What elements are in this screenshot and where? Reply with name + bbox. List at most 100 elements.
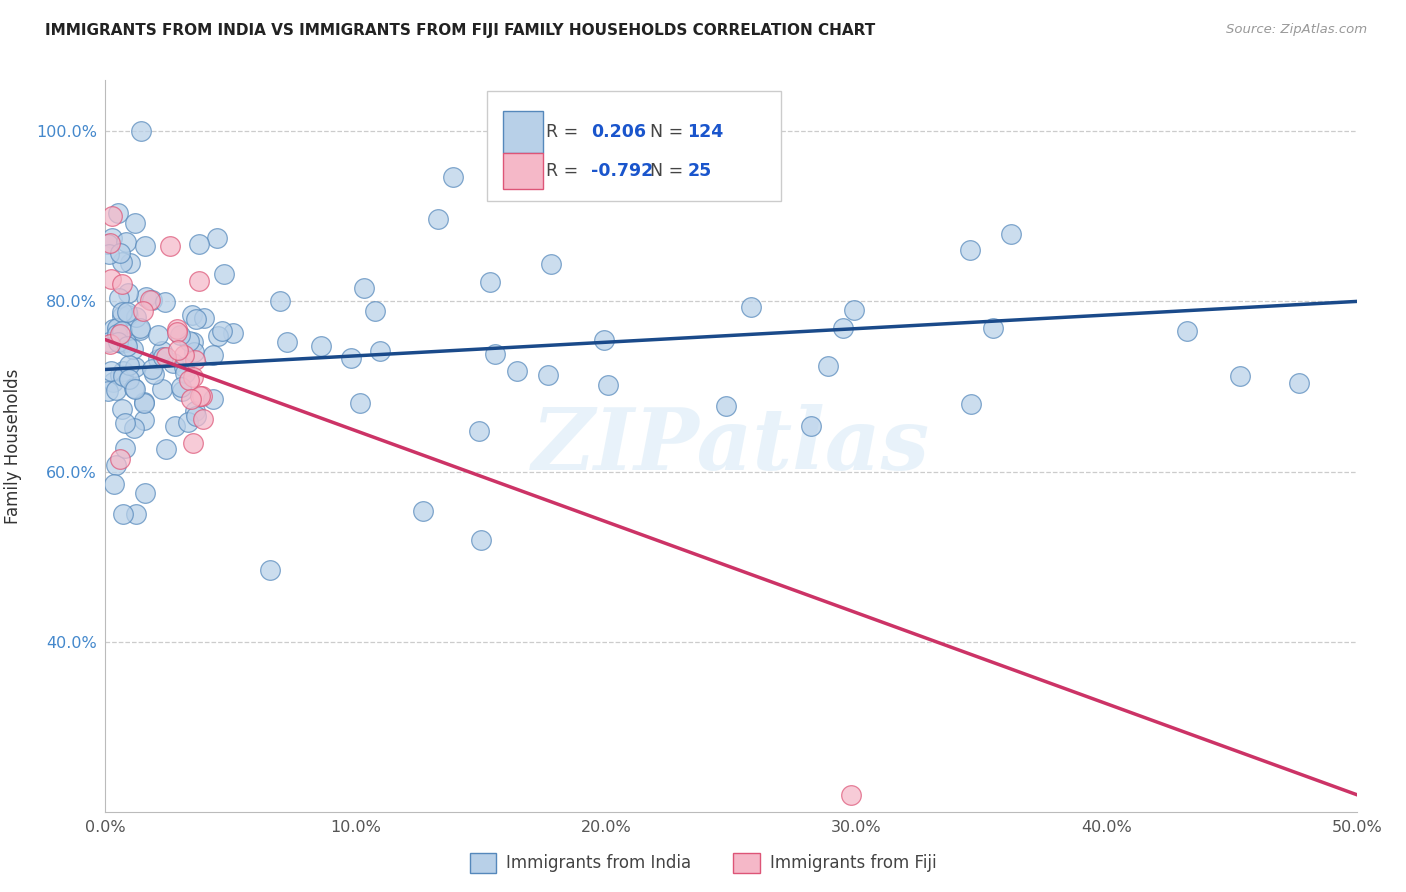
Point [155, 442, 177, 456]
Point [150, 382, 173, 396]
Point [177, 415, 200, 429]
Point [105, 326, 128, 341]
Point [98, 235, 121, 250]
Point [174, 366, 197, 380]
Point [183, 334, 205, 349]
Point [122, 342, 145, 356]
Point [191, 412, 214, 426]
Point [108, 245, 131, 260]
Point [111, 507, 134, 521]
Point [183, 353, 205, 368]
Point [166, 322, 188, 336]
Y-axis label: Family Households: Family Households [4, 368, 22, 524]
Point [152, 350, 174, 364]
Point [484, 347, 506, 361]
Point [148, 328, 170, 343]
Point [97, 384, 120, 398]
Point [134, 486, 156, 500]
Point [128, 321, 150, 335]
Text: 0.206: 0.206 [591, 123, 645, 141]
Point [479, 275, 502, 289]
Point [111, 277, 134, 291]
Point [368, 344, 391, 359]
Point [1229, 369, 1251, 384]
Point [150, 344, 173, 359]
Point [100, 271, 122, 285]
Point [506, 364, 529, 378]
Point [211, 325, 233, 339]
Point [844, 302, 866, 317]
Point [205, 231, 228, 245]
Point [179, 373, 201, 387]
Point [181, 435, 204, 450]
Point [103, 322, 125, 336]
Point [132, 396, 155, 410]
Point [135, 290, 157, 304]
Point [468, 425, 491, 439]
Point [125, 507, 148, 521]
Point [110, 368, 132, 382]
Point [122, 421, 145, 435]
Point [981, 321, 1004, 335]
Point [100, 231, 122, 245]
Point [187, 274, 209, 288]
Point [269, 294, 291, 309]
Point [142, 368, 165, 382]
Point [183, 403, 205, 417]
Point [1288, 376, 1310, 390]
Point [114, 441, 136, 455]
Point [110, 326, 132, 341]
Point [131, 303, 153, 318]
Point [222, 326, 245, 340]
Point [114, 416, 136, 430]
Point [186, 409, 208, 424]
Point [349, 395, 371, 409]
Point [134, 413, 156, 427]
Point [166, 326, 188, 340]
Point [184, 312, 207, 326]
Point [124, 310, 146, 324]
Point [110, 335, 132, 350]
Point [596, 378, 619, 392]
Point [537, 368, 560, 382]
Point [98, 334, 121, 349]
Point [173, 348, 195, 362]
Point [124, 382, 146, 396]
Point [177, 334, 200, 348]
FancyBboxPatch shape [503, 111, 543, 153]
Point [153, 294, 176, 309]
Legend: Immigrants from India, Immigrants from Fiji: Immigrants from India, Immigrants from F… [463, 847, 943, 880]
FancyBboxPatch shape [486, 91, 782, 201]
Point [207, 329, 229, 343]
Point [111, 402, 134, 417]
Point [117, 286, 139, 301]
Point [183, 345, 205, 359]
Point [100, 364, 122, 378]
Point [960, 397, 983, 411]
Point [353, 281, 375, 295]
Point [740, 300, 762, 314]
Point [193, 311, 215, 326]
Text: R =: R = [546, 123, 578, 141]
FancyBboxPatch shape [503, 153, 543, 189]
Point [188, 389, 211, 403]
Point [146, 352, 169, 367]
Point [115, 334, 138, 349]
Point [122, 381, 145, 395]
Point [540, 257, 562, 271]
Point [118, 371, 141, 385]
Point [155, 350, 177, 364]
Point [1175, 324, 1198, 338]
Point [141, 361, 163, 376]
Point [108, 291, 131, 305]
Point [441, 169, 464, 184]
Text: R =: R = [546, 162, 578, 180]
Point [839, 788, 862, 802]
Point [111, 305, 134, 319]
Text: -0.792: -0.792 [591, 162, 654, 180]
Point [111, 309, 134, 323]
Point [111, 254, 134, 268]
Point [141, 293, 163, 307]
Point [340, 351, 363, 365]
Text: ZIPatlas: ZIPatlas [531, 404, 931, 488]
